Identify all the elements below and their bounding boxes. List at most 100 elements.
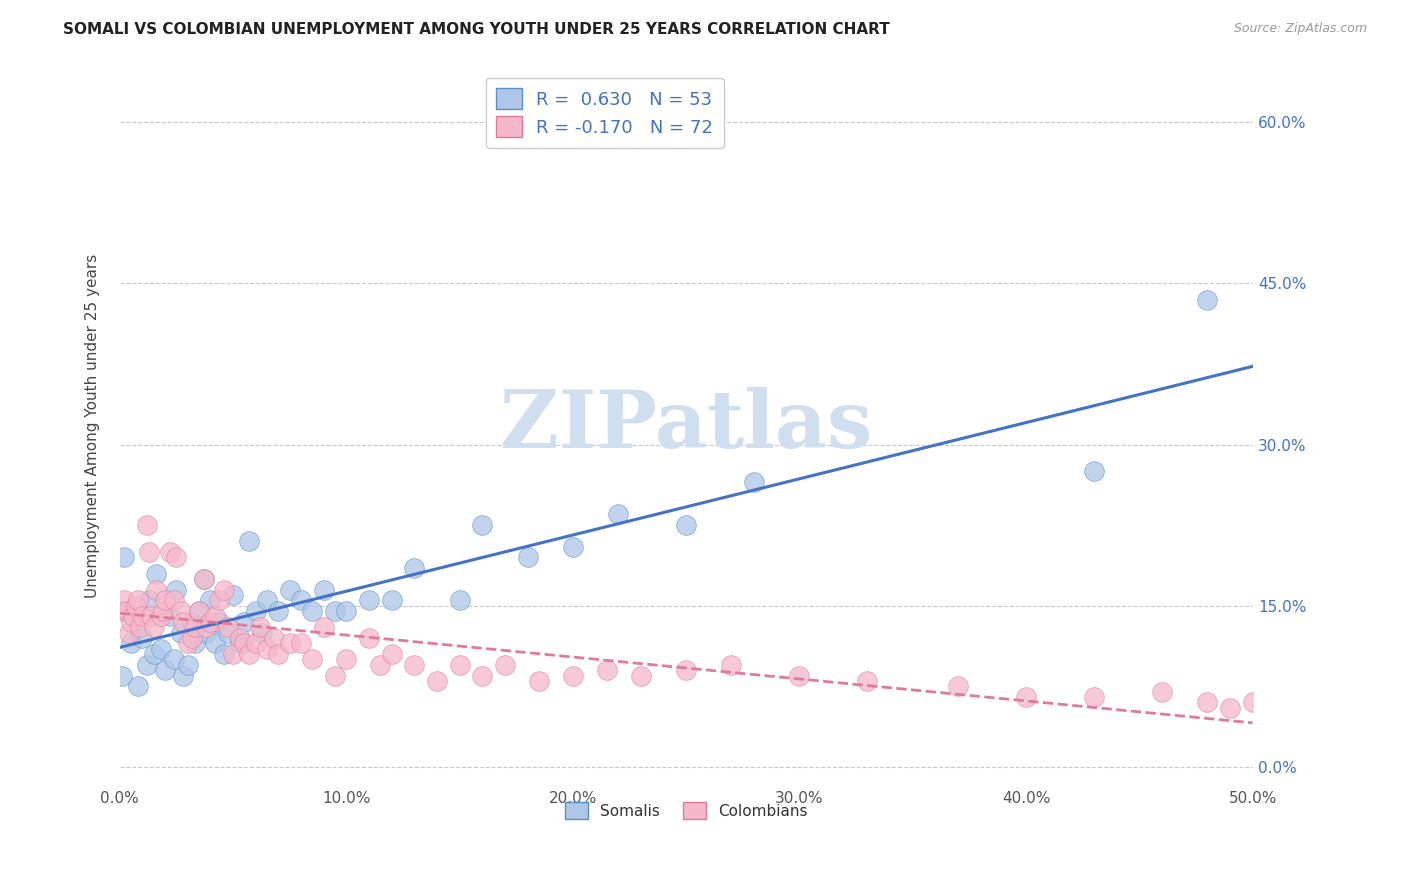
Point — [177, 636, 200, 650]
Point — [1015, 690, 1038, 704]
Point — [1150, 684, 1173, 698]
Point — [607, 508, 630, 522]
Point — [368, 657, 391, 672]
Point — [720, 657, 742, 672]
Point — [1219, 701, 1241, 715]
Point — [357, 631, 380, 645]
Point — [856, 673, 879, 688]
Point — [278, 636, 301, 650]
Point — [561, 668, 583, 682]
Point — [675, 518, 697, 533]
Point — [183, 636, 205, 650]
Point — [449, 657, 471, 672]
Point — [494, 657, 516, 672]
Point — [267, 604, 290, 618]
Point — [141, 609, 163, 624]
Point — [177, 657, 200, 672]
Point — [404, 657, 426, 672]
Point — [118, 625, 141, 640]
Point — [165, 550, 187, 565]
Point — [181, 631, 204, 645]
Point — [245, 604, 267, 618]
Point — [471, 668, 494, 682]
Point — [188, 604, 211, 618]
Point — [163, 593, 186, 607]
Point — [426, 673, 449, 688]
Point — [290, 636, 312, 650]
Point — [222, 588, 245, 602]
Point — [1197, 696, 1219, 710]
Point — [111, 668, 134, 682]
Text: SOMALI VS COLOMBIAN UNEMPLOYMENT AMONG YOUTH UNDER 25 YEARS CORRELATION CHART: SOMALI VS COLOMBIAN UNEMPLOYMENT AMONG Y… — [63, 22, 890, 37]
Point — [181, 615, 204, 629]
Point — [111, 604, 134, 618]
Point — [312, 582, 335, 597]
Point — [218, 625, 240, 640]
Point — [204, 609, 226, 624]
Point — [449, 593, 471, 607]
Point — [742, 475, 765, 490]
Point — [194, 620, 217, 634]
Point — [129, 620, 152, 634]
Point — [188, 604, 211, 618]
Point — [136, 657, 159, 672]
Point — [561, 540, 583, 554]
Point — [159, 609, 181, 624]
Point — [946, 679, 969, 693]
Point — [278, 582, 301, 597]
Point — [138, 545, 160, 559]
Point — [222, 647, 245, 661]
Point — [229, 631, 252, 645]
Point — [471, 518, 494, 533]
Point — [200, 593, 222, 607]
Point — [596, 663, 619, 677]
Point — [152, 604, 174, 618]
Point — [145, 566, 167, 581]
Point — [170, 604, 193, 618]
Point — [172, 668, 194, 682]
Point — [245, 636, 267, 650]
Point — [233, 636, 256, 650]
Point — [194, 625, 217, 640]
Point — [357, 593, 380, 607]
Point — [172, 615, 194, 629]
Point — [193, 572, 215, 586]
Point — [138, 593, 160, 607]
Point — [159, 545, 181, 559]
Point — [249, 620, 271, 634]
Point — [149, 641, 172, 656]
Point — [112, 550, 135, 565]
Point — [142, 647, 165, 661]
Point — [267, 647, 290, 661]
Y-axis label: Unemployment Among Youth under 25 years: Unemployment Among Youth under 25 years — [86, 253, 100, 598]
Text: Source: ZipAtlas.com: Source: ZipAtlas.com — [1233, 22, 1367, 36]
Point — [200, 615, 222, 629]
Text: ZIPatlas: ZIPatlas — [501, 387, 872, 465]
Point — [131, 631, 153, 645]
Point — [323, 668, 346, 682]
Point — [527, 673, 550, 688]
Point — [204, 636, 226, 650]
Point — [183, 620, 205, 634]
Point — [145, 582, 167, 597]
Point — [120, 615, 142, 629]
Point — [301, 604, 323, 618]
Point — [112, 593, 135, 607]
Point — [131, 609, 153, 624]
Point — [675, 663, 697, 677]
Point — [1083, 465, 1105, 479]
Point — [136, 518, 159, 533]
Point — [193, 572, 215, 586]
Point — [381, 593, 404, 607]
Point — [233, 615, 256, 629]
Point — [115, 604, 138, 618]
Point — [335, 652, 357, 666]
Point — [323, 604, 346, 618]
Point — [238, 647, 260, 661]
Legend: Somalis, Colombians: Somalis, Colombians — [558, 796, 814, 825]
Point — [218, 620, 240, 634]
Point — [256, 641, 278, 656]
Point — [516, 550, 538, 565]
Point — [238, 534, 260, 549]
Point — [404, 561, 426, 575]
